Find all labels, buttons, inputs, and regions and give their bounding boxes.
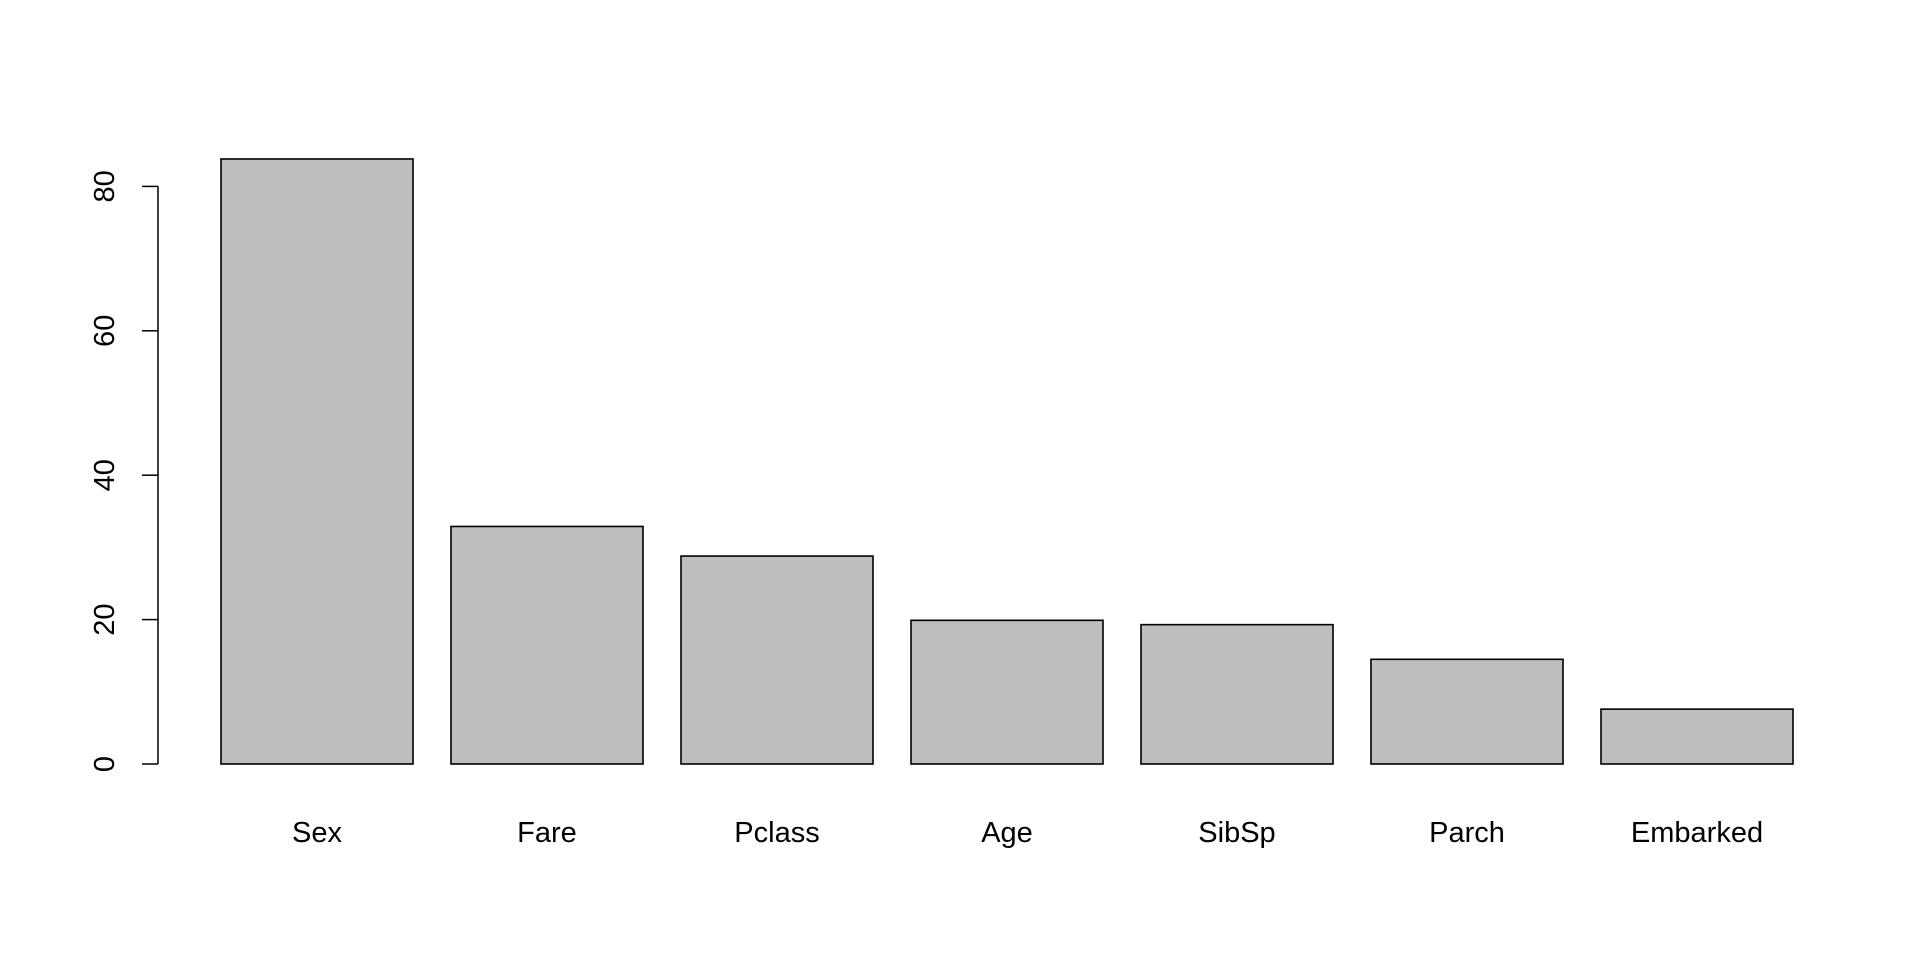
y-tick-label: 80 <box>89 170 121 202</box>
x-tick-label: Age <box>981 817 1033 849</box>
x-tick-label: Parch <box>1429 817 1505 849</box>
bar-parch <box>1371 659 1563 764</box>
x-tick-label: Fare <box>517 817 577 849</box>
y-tick-label: 40 <box>89 459 121 491</box>
y-tick-label: 60 <box>89 315 121 347</box>
x-tick-label: Embarked <box>1631 817 1763 849</box>
bar-fare <box>451 526 643 764</box>
y-tick-label: 0 <box>89 756 121 772</box>
bar-age <box>911 620 1103 764</box>
bars-group <box>221 159 1793 764</box>
y-tick-label: 20 <box>89 603 121 635</box>
bar-sex <box>221 159 413 764</box>
x-tick-label: Pclass <box>734 817 819 849</box>
bar-pclass <box>681 556 873 764</box>
x-tick-label: Sex <box>292 817 342 849</box>
bar-embarked <box>1601 709 1793 764</box>
y-axis: 0 20 40 60 80 <box>89 170 158 772</box>
bar-sibsp <box>1141 625 1333 764</box>
x-axis-labels: Sex Fare Pclass Age SibSp Parch Embarked <box>292 817 1763 849</box>
x-tick-label: SibSp <box>1198 817 1275 849</box>
